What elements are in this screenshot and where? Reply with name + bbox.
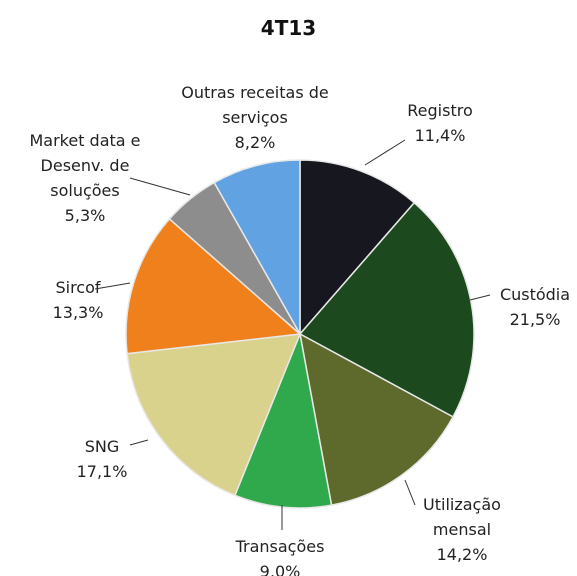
category-label: Market data e Desenv. de soluções xyxy=(29,131,141,200)
slice-label: Utilização mensal 14,2% xyxy=(412,492,512,567)
value-label: 9,0% xyxy=(259,562,301,576)
pie-slice xyxy=(126,333,302,497)
pie-slice xyxy=(298,201,475,418)
slice-label: Market data e Desenv. de soluções 5,3% xyxy=(25,128,145,228)
slice-label: Custódia 21,5% xyxy=(490,282,577,332)
pie-slice xyxy=(233,331,333,509)
slice-label: Registro 11,4% xyxy=(385,98,495,148)
category-label: Sircof xyxy=(55,278,101,297)
category-label: Utilização mensal xyxy=(423,495,501,539)
value-label: 5,3% xyxy=(64,206,106,225)
pie-slice xyxy=(299,159,416,337)
leader-line xyxy=(94,282,131,290)
category-label: Custódia xyxy=(499,285,571,304)
slice-label: Sircof 13,3% xyxy=(43,275,113,325)
value-label: 17,1% xyxy=(76,462,128,481)
leader-line xyxy=(129,177,191,196)
category-label: SNG xyxy=(84,437,120,456)
leader-line xyxy=(129,439,149,446)
leader-line xyxy=(364,139,406,166)
category-label: Registro xyxy=(407,101,473,120)
pie-slice xyxy=(125,217,302,355)
slice-label: Transações 9,0% xyxy=(220,534,340,576)
value-label: 13,3% xyxy=(52,303,104,322)
value-label: 14,2% xyxy=(436,545,488,564)
pie-slice xyxy=(213,159,301,337)
value-label: 8,2% xyxy=(234,133,276,152)
pie-slice xyxy=(298,332,455,506)
value-label: 11,4% xyxy=(414,126,466,145)
category-label: Transações xyxy=(235,537,325,556)
chart-title: 4T13 xyxy=(260,16,317,40)
category-label: Outras receitas de serviços xyxy=(181,83,329,127)
leader-line xyxy=(404,479,416,506)
leader-line xyxy=(469,294,491,301)
value-label: 21,5% xyxy=(509,310,561,329)
slice-label: SNG 17,1% xyxy=(72,434,132,484)
slice-label: Outras receitas de serviços 8,2% xyxy=(180,80,330,155)
